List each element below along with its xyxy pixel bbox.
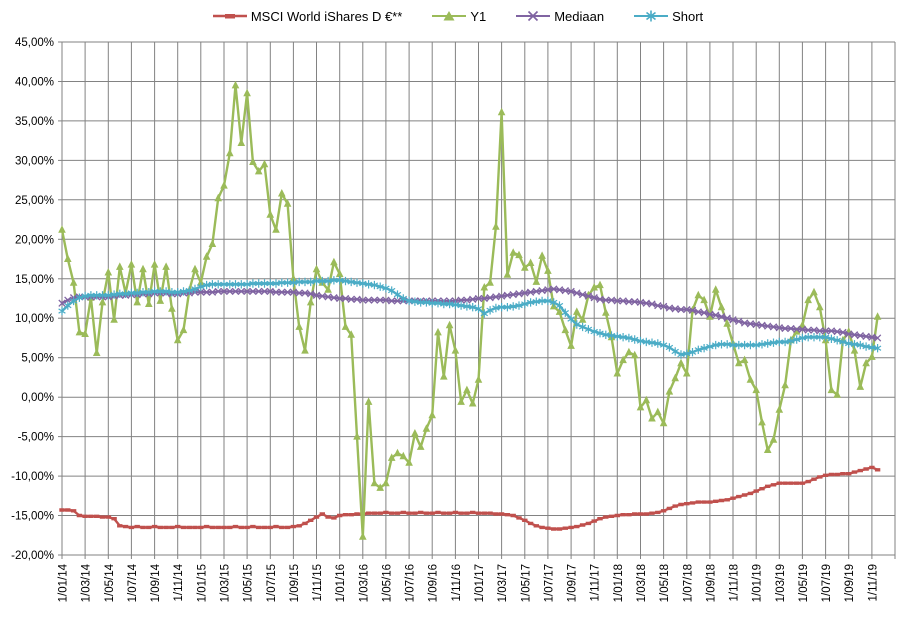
svg-text:1/09/17: 1/09/17 xyxy=(567,564,579,602)
legend-item-mediaan: Mediaan xyxy=(516,9,604,24)
svg-text:1/07/18: 1/07/18 xyxy=(682,564,694,602)
svg-text:1/11/15: 1/11/15 xyxy=(312,564,324,602)
legend-label-short: Short xyxy=(672,8,704,24)
svg-text:1/03/15: 1/03/15 xyxy=(220,564,232,602)
svg-text:1/09/18: 1/09/18 xyxy=(705,564,717,602)
series-msci-world-ishares-d-group xyxy=(59,465,881,531)
svg-text:1/03/16: 1/03/16 xyxy=(358,564,370,602)
svg-text:45,00%: 45,00% xyxy=(15,37,54,49)
svg-text:5,00%: 5,00% xyxy=(21,353,54,365)
svg-text:-5,00%: -5,00% xyxy=(18,432,54,444)
svg-text:1/09/19: 1/09/19 xyxy=(844,564,856,602)
svg-text:1/09/15: 1/09/15 xyxy=(289,564,301,602)
svg-text:35,00%: 35,00% xyxy=(15,116,54,128)
axis-ticks xyxy=(58,41,896,559)
svg-text:10,00%: 10,00% xyxy=(15,313,54,325)
series-y1-group xyxy=(58,80,882,540)
svg-text:40,00%: 40,00% xyxy=(15,77,54,89)
svg-text:1/05/19: 1/05/19 xyxy=(798,564,810,602)
svg-text:1/09/16: 1/09/16 xyxy=(428,564,440,602)
svg-text:1/07/19: 1/07/19 xyxy=(821,564,833,602)
svg-text:1/03/18: 1/03/18 xyxy=(636,564,648,602)
legend-item-y1: Y1 xyxy=(432,9,486,24)
asterisk-marker-icon xyxy=(634,10,669,22)
svg-text:1/01/19: 1/01/19 xyxy=(752,564,764,602)
triangle-marker-icon xyxy=(432,11,467,21)
svg-text:15,00%: 15,00% xyxy=(15,274,54,286)
svg-text:-10,00%: -10,00% xyxy=(11,471,54,483)
svg-text:1/01/17: 1/01/17 xyxy=(474,564,486,602)
svg-text:1/09/14: 1/09/14 xyxy=(150,563,162,602)
legend-item-short: Short xyxy=(634,9,703,24)
svg-text:1/11/17: 1/11/17 xyxy=(590,564,602,602)
svg-text:1/11/19: 1/11/19 xyxy=(867,564,879,602)
svg-text:1/11/14: 1/11/14 xyxy=(173,563,185,601)
svg-text:25,00%: 25,00% xyxy=(15,195,54,207)
svg-text:1/07/16: 1/07/16 xyxy=(405,564,417,602)
svg-text:1/07/14: 1/07/14 xyxy=(127,563,139,602)
svg-text:1/05/16: 1/05/16 xyxy=(381,564,393,602)
series-short-group xyxy=(58,276,882,359)
svg-text:1/01/18: 1/01/18 xyxy=(613,564,625,602)
svg-text:0,00%: 0,00% xyxy=(21,392,54,404)
svg-text:1/11/16: 1/11/16 xyxy=(451,564,463,602)
svg-text:20,00%: 20,00% xyxy=(15,234,54,246)
svg-text:30,00%: 30,00% xyxy=(15,155,54,167)
x-axis-labels: 1/01/14 1/03/14 1/05/14 1/07/14 1/09/14 1/11/… xyxy=(58,563,880,602)
svg-text:1/01/15: 1/01/15 xyxy=(196,564,208,602)
dash-line-marker-icon xyxy=(212,14,247,19)
svg-text:1/05/15: 1/05/15 xyxy=(243,564,255,602)
svg-text:1/07/17: 1/07/17 xyxy=(543,564,555,602)
legend-label-y1: Y1 xyxy=(470,8,487,24)
svg-text:-15,00%: -15,00% xyxy=(11,511,54,523)
legend-label-mediaan: Mediaan xyxy=(554,8,605,24)
svg-text:-20,00%: -20,00% xyxy=(11,550,54,562)
svg-text:1/05/18: 1/05/18 xyxy=(659,564,671,602)
svg-text:1/01/16: 1/01/16 xyxy=(335,564,347,602)
legend-label-msci: MSCI World iShares D €** xyxy=(250,8,403,24)
legend-item-msci: MSCI World iShares D €** xyxy=(212,8,403,24)
svg-text:1/11/18: 1/11/18 xyxy=(729,564,741,602)
svg-text:1/03/17: 1/03/17 xyxy=(497,564,509,602)
chart-legend: MSCI World iShares D €** Y1 Mediaan Shor… xyxy=(0,4,902,28)
svg-text:1/01/14: 1/01/14 xyxy=(58,563,70,602)
y-axis-labels: 45,00% 40,00% 35,00% 30,00% 25,00% 20,00% 15,0… xyxy=(11,37,54,562)
x-marker-icon xyxy=(516,10,551,22)
svg-text:1/03/19: 1/03/19 xyxy=(775,564,787,602)
svg-text:1/05/17: 1/05/17 xyxy=(520,564,532,602)
svg-text:1/03/14: 1/03/14 xyxy=(81,563,93,602)
svg-text:1/05/14: 1/05/14 xyxy=(104,563,116,602)
svg-text:1/07/15: 1/07/15 xyxy=(266,564,278,602)
